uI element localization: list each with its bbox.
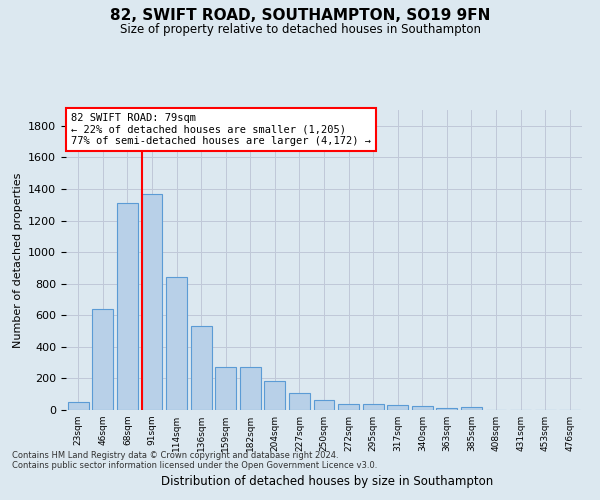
Bar xyxy=(362,404,383,410)
Bar xyxy=(461,407,482,410)
Text: Contains HM Land Registry data © Crown copyright and database right 2024.: Contains HM Land Registry data © Crown c… xyxy=(12,450,338,460)
Bar xyxy=(191,326,212,410)
Bar xyxy=(436,408,457,410)
Text: 82 SWIFT ROAD: 79sqm
← 22% of detached houses are smaller (1,205)
77% of semi-de: 82 SWIFT ROAD: 79sqm ← 22% of detached h… xyxy=(71,113,371,146)
Text: Contains public sector information licensed under the Open Government Licence v3: Contains public sector information licen… xyxy=(12,460,377,469)
Bar xyxy=(265,381,286,410)
Bar xyxy=(142,194,163,410)
Y-axis label: Number of detached properties: Number of detached properties xyxy=(13,172,23,348)
Bar xyxy=(68,402,89,410)
Bar xyxy=(314,400,334,410)
Bar xyxy=(92,309,113,410)
Bar xyxy=(289,394,310,410)
Bar xyxy=(412,406,433,410)
Bar xyxy=(166,276,187,410)
Bar xyxy=(387,406,408,410)
Text: 82, SWIFT ROAD, SOUTHAMPTON, SO19 9FN: 82, SWIFT ROAD, SOUTHAMPTON, SO19 9FN xyxy=(110,8,490,22)
Bar xyxy=(338,404,359,410)
Bar xyxy=(240,366,261,410)
Text: Size of property relative to detached houses in Southampton: Size of property relative to detached ho… xyxy=(119,22,481,36)
Bar xyxy=(117,203,138,410)
Text: Distribution of detached houses by size in Southampton: Distribution of detached houses by size … xyxy=(161,474,493,488)
Bar xyxy=(215,366,236,410)
